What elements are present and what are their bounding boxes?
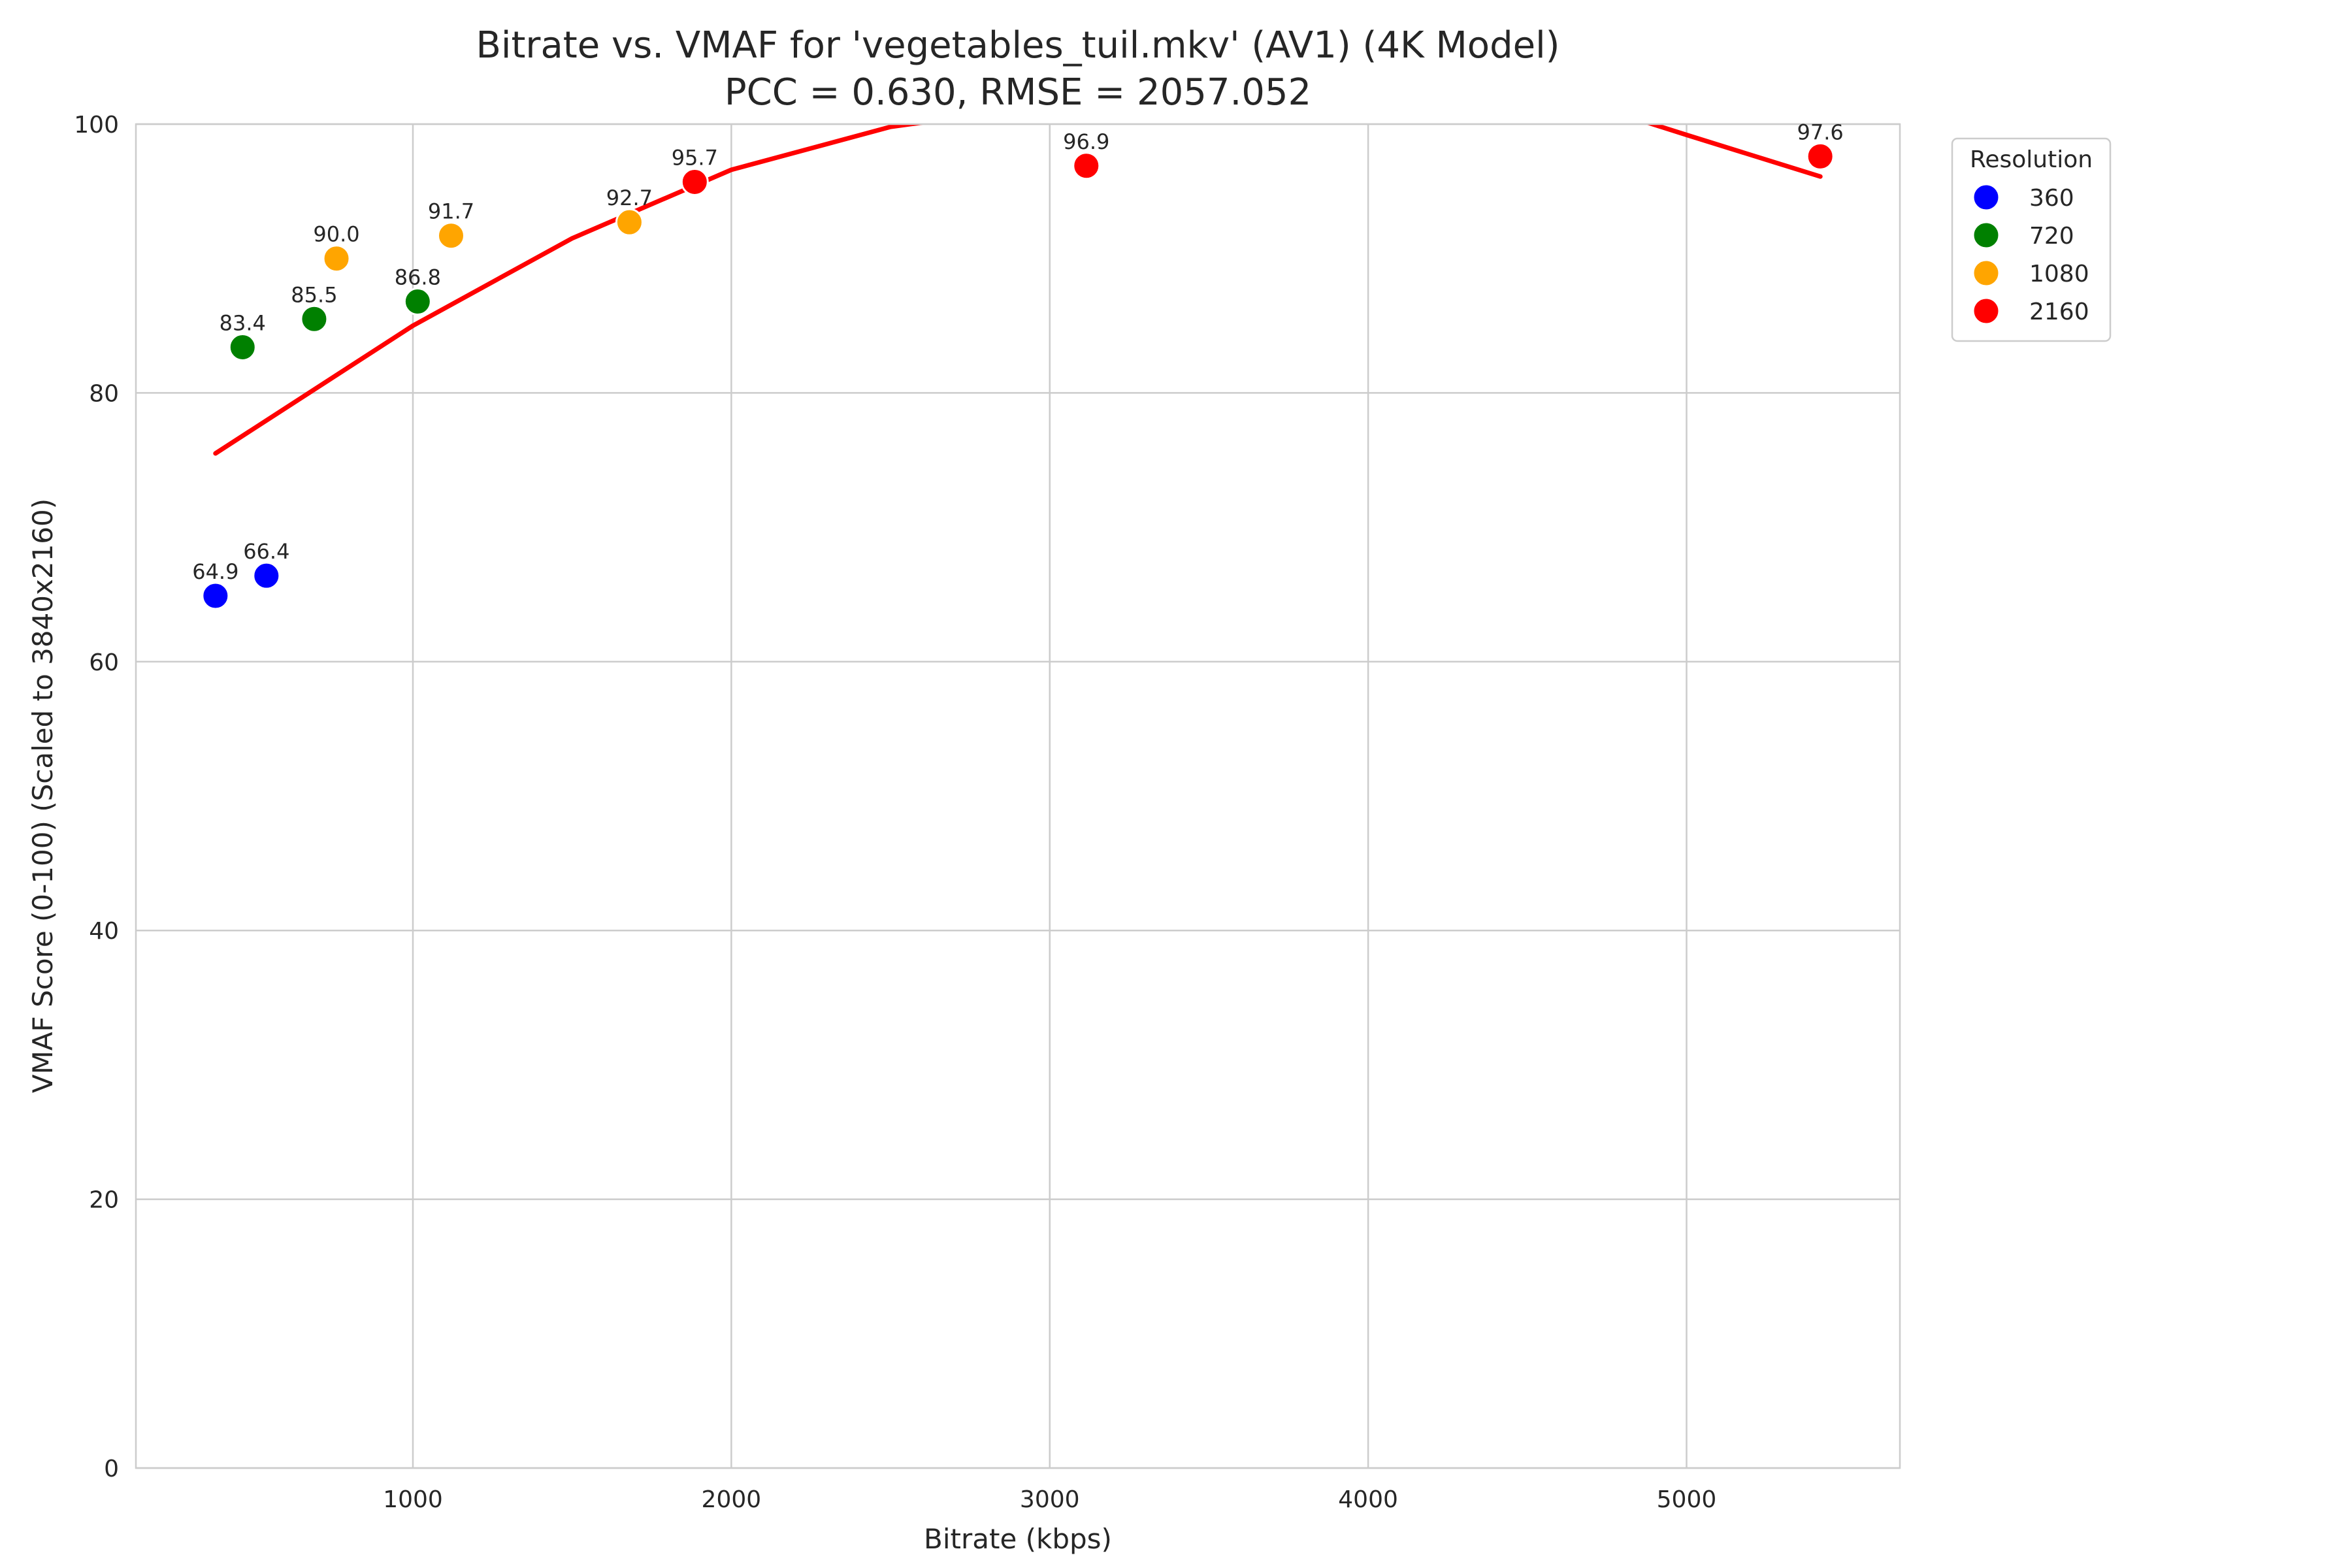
x-tick-label: 1000 — [383, 1486, 443, 1513]
plot-frame — [135, 123, 1901, 1469]
legend-label: 1080 — [2029, 261, 2089, 287]
legend-title: Resolution — [1970, 146, 2093, 173]
data-label: 83.4 — [220, 310, 266, 335]
x-tick-label: 2000 — [702, 1486, 762, 1513]
x-tick-label: 5000 — [1657, 1486, 1717, 1513]
x-tick-label: 3000 — [1020, 1486, 1080, 1513]
data-point — [1806, 142, 1835, 171]
legend-marker — [1972, 221, 2001, 250]
data-point — [322, 244, 351, 273]
data-point — [201, 581, 230, 610]
x-tick-labels: 1000 2000 3000 4000 5000 — [383, 1486, 1716, 1513]
plot-area — [136, 124, 1900, 1468]
data-point — [403, 287, 432, 316]
legend-label: 2160 — [2029, 299, 2089, 325]
data-label: 92.7 — [606, 186, 653, 210]
fit-curve-group — [213, 124, 1823, 456]
y-tick-label: 40 — [89, 918, 119, 945]
data-label: 86.8 — [395, 265, 441, 290]
legend-label: 360 — [2029, 185, 2074, 212]
y-tick-labels: 0 20 40 60 80 100 — [74, 112, 119, 1482]
data-point — [1072, 152, 1101, 180]
data-point — [680, 167, 709, 196]
y-tick-label: 0 — [104, 1456, 119, 1482]
data-label: 66.4 — [243, 539, 289, 564]
y-tick-label: 80 — [89, 380, 119, 407]
data-point — [228, 333, 257, 361]
y-tick-label: 20 — [89, 1187, 119, 1214]
data-label: 96.9 — [1063, 129, 1109, 154]
data-label: 90.0 — [313, 222, 359, 247]
data-point — [615, 208, 644, 237]
y-tick-label: 100 — [74, 112, 119, 139]
legend-marker — [1972, 297, 2001, 325]
data-label: 97.6 — [1797, 120, 1844, 144]
data-label: 85.5 — [291, 282, 337, 307]
y-axis-label: VMAF Score (0-100) (Scaled to 3840x2160) — [27, 498, 59, 1093]
legend-items: 360 720 1080 2160 — [1972, 183, 2089, 325]
data-points: 64.966.4 83.4 85.5 86.8 90.0 91.7 92.7 95.7 96.9… — [192, 120, 1844, 610]
legend-marker — [1972, 183, 2001, 212]
y-tick-label: 60 — [89, 649, 119, 676]
fit-curve-line — [213, 124, 1823, 456]
legend: Resolution 360 720 1080 2160 — [1951, 137, 2112, 342]
x-tick-label: 4000 — [1338, 1486, 1398, 1513]
chart-title: Bitrate vs. VMAF for 'vegetables_tuil.mk… — [476, 24, 1560, 67]
legend-marker — [1972, 259, 2001, 287]
data-label: 91.7 — [428, 199, 474, 224]
data-point — [300, 304, 329, 333]
data-point — [252, 561, 281, 590]
legend-label: 720 — [2029, 223, 2074, 250]
data-label: 95.7 — [672, 145, 718, 170]
chart-subtitle: PCC = 0.630, RMSE = 2057.052 — [725, 71, 1311, 114]
x-axis-label: Bitrate (kbps) — [924, 1523, 1112, 1555]
data-label: 64.9 — [192, 559, 238, 584]
data-point — [436, 221, 465, 250]
